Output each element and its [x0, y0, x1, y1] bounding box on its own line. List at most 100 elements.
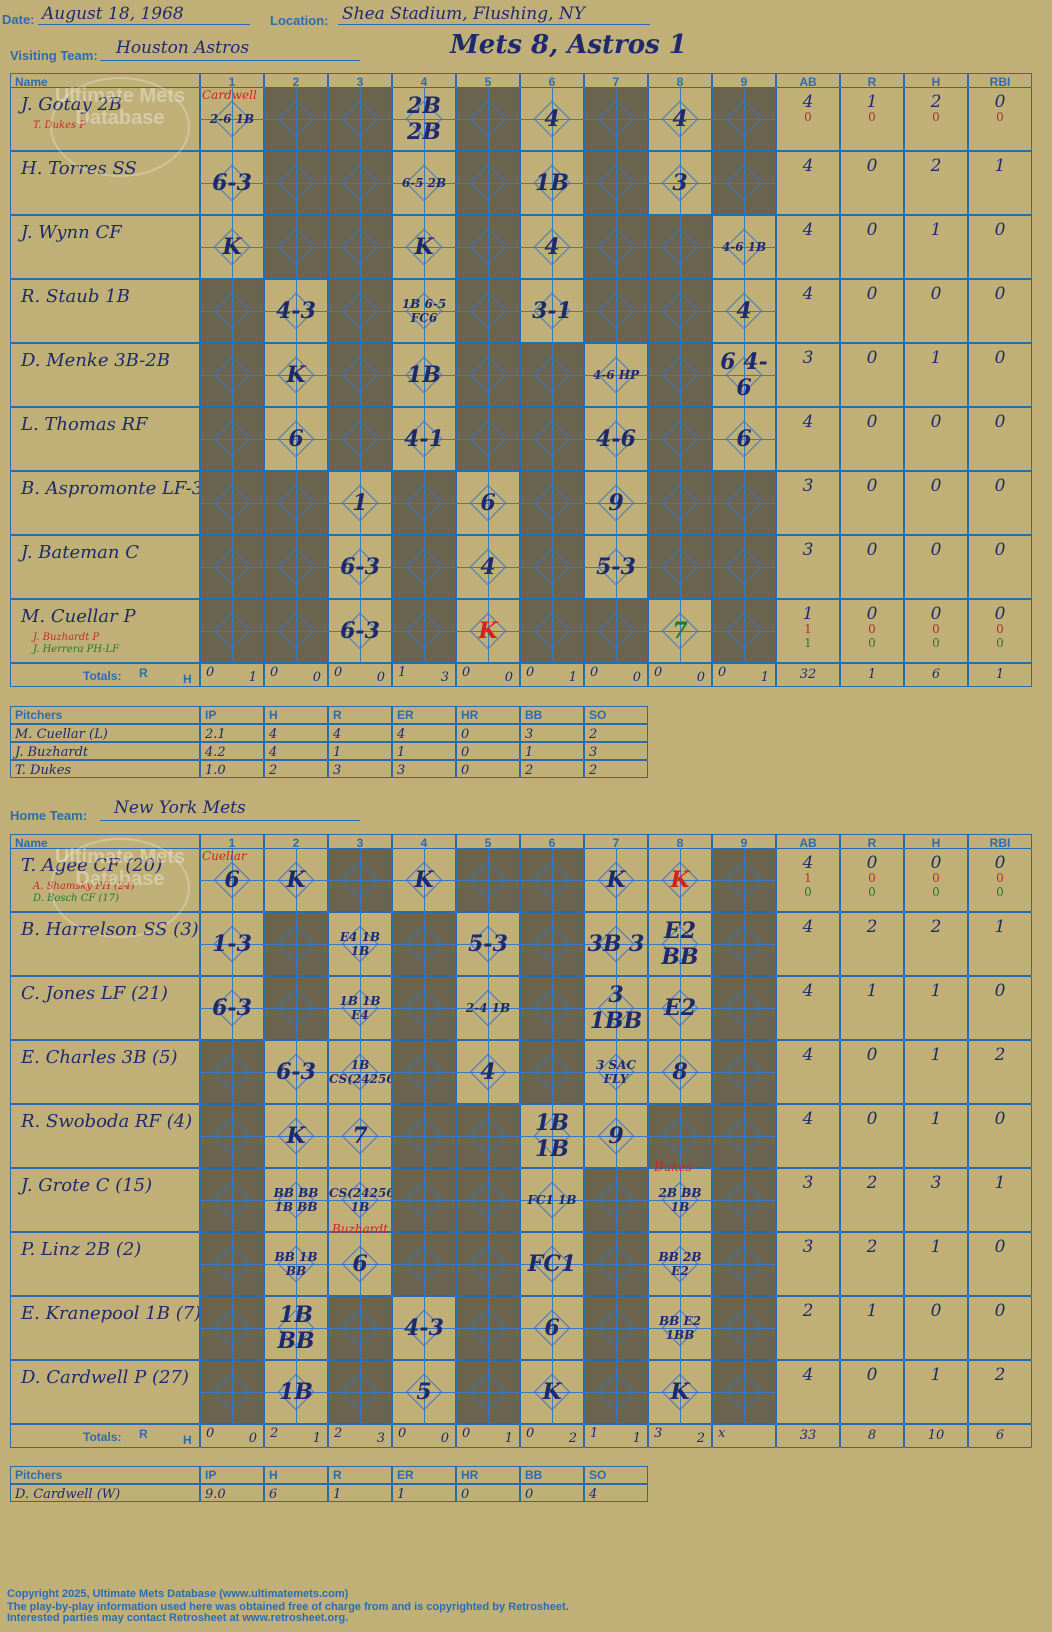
at-bat-cell: [200, 535, 264, 599]
play-result: 1B: [279, 1379, 313, 1405]
base-diamond: [725, 1245, 763, 1283]
stat-value: 1: [930, 1109, 942, 1129]
play-result: 7: [352, 1123, 368, 1149]
play-result: 6-5 2B: [401, 176, 447, 190]
base-diamond: [277, 484, 315, 522]
pitcher-value: 0: [461, 1487, 470, 1502]
stat-header: H: [904, 834, 968, 850]
at-bat-cell: 3B 3: [584, 912, 648, 976]
pitcher-change-note: Dukes: [654, 1160, 692, 1174]
stat-cell: 0: [968, 215, 1032, 279]
cell-guide-v: [232, 1233, 233, 1295]
cell-guide-v: [616, 536, 617, 598]
cell-guide-v: [680, 1297, 681, 1359]
player-cell: L. Thomas RF: [10, 407, 200, 471]
cell-guide-v: [296, 1233, 297, 1295]
at-bat-cell: BB 2B E2: [648, 1232, 712, 1296]
cell-guide-v: [744, 472, 745, 534]
at-bat-cell: [200, 407, 264, 471]
at-bat-cell: [200, 599, 264, 663]
pitcher-cell: 4: [264, 742, 328, 760]
stat-cell: 4: [776, 912, 840, 976]
base-diamond: [597, 612, 635, 650]
player-name: E. Charles 3B (5): [21, 1047, 178, 1068]
stat-cell: 3: [776, 1168, 840, 1232]
player-name: J. Wynn CF: [21, 222, 122, 243]
stat-cell: 1: [968, 912, 1032, 976]
stat-cell: 1: [904, 1104, 968, 1168]
cell-guide-v: [680, 1041, 681, 1103]
at-bat-cell: [584, 1232, 648, 1296]
inning-total-cell: x: [712, 1424, 776, 1448]
inning-number: 5: [484, 75, 492, 89]
cell-guide-v: [744, 344, 745, 406]
total-stat-cell: 33: [776, 1424, 840, 1448]
header-name-label: Name: [15, 836, 48, 850]
at-bat-cell: 4-1: [392, 407, 456, 471]
stat-value: 4: [802, 92, 814, 112]
cell-guide-v: [488, 472, 489, 534]
at-bat-cell: 1B 6-5 FC6: [392, 279, 456, 343]
stat-value: 0: [930, 1301, 942, 1321]
pitcher-cell: D. Cardwell (W): [10, 1484, 200, 1502]
home-team-name: New York Mets: [114, 798, 246, 818]
base-diamond: [597, 1181, 635, 1219]
pitcher-cell: 2: [520, 760, 584, 778]
cell-guide-v: [680, 280, 681, 342]
stat-value: 4: [802, 220, 814, 240]
at-bat-cell: [456, 215, 520, 279]
stat-cell: 1: [904, 343, 968, 407]
cell-guide-v: [552, 1041, 553, 1103]
stat-cell: 0: [968, 279, 1032, 343]
footer-retrosheet: The play-by-play information used here w…: [7, 1601, 569, 1613]
play-result: 6 4-6: [720, 349, 768, 401]
stat-header-label: H: [931, 836, 941, 850]
game-date: August 18, 1968: [42, 4, 184, 24]
at-bat-cell: [264, 87, 328, 151]
at-bat-cell: FC1: [520, 1232, 584, 1296]
cell-guide-v: [552, 1105, 553, 1167]
inning-header: 8: [648, 834, 712, 850]
stat-cell: 1: [904, 976, 968, 1040]
at-bat-cell: E2: [648, 976, 712, 1040]
at-bat-cell: 9: [584, 471, 648, 535]
at-bat-cell: 1B 1B E4: [328, 976, 392, 1040]
pitcher-header-label: H: [269, 1468, 278, 1482]
at-bat-cell: 4: [456, 1040, 520, 1104]
visiting-team-label: Visiting Team:: [10, 48, 98, 63]
pitcher-value: 2: [525, 763, 534, 778]
sub-stat-value: 0: [804, 110, 812, 124]
cell-guide-v: [296, 1041, 297, 1103]
stat-header-label: RBI: [989, 836, 1011, 850]
play-result: 3B 3: [587, 931, 645, 957]
inning-hits: 0: [312, 670, 321, 685]
at-bat-cell: [328, 1360, 392, 1424]
stat-value: 2: [994, 1365, 1006, 1385]
cell-guide-v: [424, 913, 425, 975]
stat-value: 4: [802, 412, 814, 432]
pitcher-cell: 1: [392, 742, 456, 760]
at-bat-cell: [200, 471, 264, 535]
pitcher-cell: 1.0: [200, 760, 264, 778]
base-diamond: [469, 861, 507, 899]
at-bat-cell: [520, 407, 584, 471]
at-bat-cell: [328, 848, 392, 912]
cell-guide-v: [744, 280, 745, 342]
pitcher-value: 0: [461, 727, 470, 742]
cell-guide-v: [744, 600, 745, 662]
at-bat-cell: 4-6: [584, 407, 648, 471]
total-stat-value: 1: [995, 667, 1005, 682]
pitcher-value: 3: [525, 727, 534, 742]
pitcher-header-cell: HR: [456, 706, 520, 724]
at-bat-cell: [392, 976, 456, 1040]
play-result: 1B 6-5 FC6: [401, 297, 447, 325]
pitcher-cell: 0: [456, 742, 520, 760]
inning-number: 9: [740, 75, 748, 89]
stat-value: 0: [866, 476, 878, 496]
at-bat-cell: [584, 1360, 648, 1424]
stat-cell: 4: [776, 407, 840, 471]
cell-guide-v: [744, 1361, 745, 1423]
cell-guide-v: [552, 88, 553, 150]
